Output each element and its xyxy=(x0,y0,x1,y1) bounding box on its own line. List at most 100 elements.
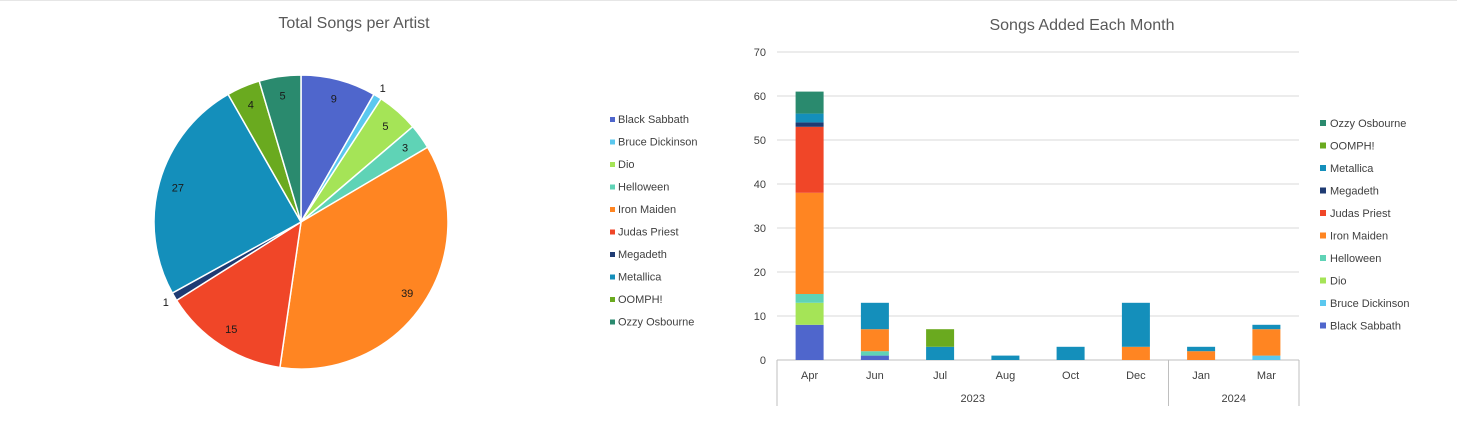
pie-legend-swatch xyxy=(610,252,615,257)
pie-legend-label: Iron Maiden xyxy=(618,204,676,216)
pie-legend-item-dio: Dio xyxy=(610,159,635,171)
pie-legend-swatch xyxy=(610,139,615,145)
bar-legend-label: Black Sabbath xyxy=(1330,321,1401,333)
bar-segment-ozzy-osbourne-apr xyxy=(795,91,824,114)
pie-data-label-metallica: 27 xyxy=(172,182,184,194)
pie-legend-item-megadeth: Megadeth xyxy=(610,249,667,261)
x-group-label-2024: 2024 xyxy=(1222,393,1246,405)
pie-slice-iron-maiden xyxy=(279,146,449,370)
pie-data-label-oomph: 4 xyxy=(248,99,254,111)
bar-legend-swatch xyxy=(1320,255,1326,261)
pie-slice-metallica xyxy=(153,93,303,295)
pie-legend-item-oomph: OOMPH! xyxy=(610,294,663,306)
pie-data-label-bruce-dickinson: 1 xyxy=(380,83,386,95)
bar-legend-item-oomph: OOMPH! xyxy=(1320,141,1375,153)
pie-legend-item-helloween: Helloween xyxy=(610,182,669,194)
pie-legend-item-metallica: Metallica xyxy=(610,272,662,284)
bar-legend-swatch xyxy=(1320,210,1326,216)
bar-segment-metallica-jun xyxy=(860,302,889,330)
y-tick-label: 10 xyxy=(754,311,766,323)
bar-segment-oomph-jul xyxy=(926,329,955,347)
pie-legend-swatch xyxy=(610,319,615,325)
pie-legend-label: Megadeth xyxy=(618,249,667,261)
pie-legend-item-judas-priest: Judas Priest xyxy=(610,227,679,239)
bar-legend-swatch xyxy=(1320,232,1326,239)
pie-data-label-ozzy-osbourne: 5 xyxy=(280,90,286,102)
bar-segment-metallica-dec xyxy=(1121,302,1150,347)
pie-data-label-helloween: 3 xyxy=(402,143,408,155)
bar-legend-item-megadeth: Megadeth xyxy=(1320,186,1379,198)
bar-legend-swatch xyxy=(1320,187,1326,194)
bar-segment-black-sabbath-apr xyxy=(795,324,824,360)
pie-legend-label: Ozzy Osbourne xyxy=(618,317,694,329)
pie-legend-item-black-sabbath: Black Sabbath xyxy=(610,114,689,126)
bar-segment-helloween-jun xyxy=(860,351,889,356)
pie-data-label-megadeth: 1 xyxy=(163,297,169,309)
pie-chart-title: Total Songs per Artist xyxy=(278,15,430,32)
bar-segment-iron-maiden-mar xyxy=(1252,329,1281,356)
y-tick-label: 0 xyxy=(760,355,766,367)
bar-segment-iron-maiden-jun xyxy=(860,329,889,352)
bar-legend-item-black-sabbath: Black Sabbath xyxy=(1320,321,1401,333)
y-tick-label: 60 xyxy=(754,91,766,103)
bar-legend-swatch xyxy=(1320,142,1326,149)
bar-legend-swatch xyxy=(1320,322,1326,329)
x-tick-label-jul: Jul xyxy=(933,370,947,382)
pie-legend-item-ozzy-osbourne: Ozzy Osbourne xyxy=(610,317,694,329)
bar-legend-item-metallica: Metallica xyxy=(1320,163,1374,175)
pie-legend-label: Dio xyxy=(618,159,635,171)
y-tick-label: 70 xyxy=(754,47,766,59)
bar-segment-metallica-oct xyxy=(1056,346,1085,360)
bar-legend-swatch xyxy=(1320,165,1326,171)
bar-segment-metallica-mar xyxy=(1252,324,1281,330)
bar-legend-label: Iron Maiden xyxy=(1330,231,1388,243)
pie-slice-judas-priest xyxy=(175,220,302,369)
pie-data-label-judas-priest: 15 xyxy=(225,324,237,336)
pie-legend-swatch xyxy=(610,162,615,167)
pie-slice-ozzy-osbourne xyxy=(258,74,302,223)
bar-segment-metallica-jan xyxy=(1187,346,1216,352)
bar-segment-black-sabbath-jun xyxy=(860,355,889,360)
x-tick-label-oct: Oct xyxy=(1062,370,1079,382)
pie-legend-swatch xyxy=(610,297,615,302)
y-tick-label: 20 xyxy=(754,267,766,279)
bar-legend-label: OOMPH! xyxy=(1330,141,1375,153)
bar-segment-metallica-apr xyxy=(795,113,824,123)
x-tick-label-jun: Jun xyxy=(866,370,884,382)
bar-segment-metallica-jul xyxy=(926,346,955,360)
y-tick-label: 50 xyxy=(754,135,766,147)
bar-legend-label: Megadeth xyxy=(1330,186,1379,198)
bar-legend-label: Metallica xyxy=(1330,163,1374,175)
bar-legend-label: Dio xyxy=(1330,276,1347,288)
bar-legend-swatch xyxy=(1320,300,1326,306)
pie-legend-swatch xyxy=(610,274,615,280)
pie-legend-label: Black Sabbath xyxy=(618,114,689,126)
pie-legend-swatch xyxy=(610,117,615,122)
bar-segment-metallica-aug xyxy=(991,355,1020,360)
y-tick-label: 40 xyxy=(754,179,766,191)
pie-legend-item-iron-maiden: Iron Maiden xyxy=(610,204,676,216)
pie-data-label-iron-maiden: 39 xyxy=(401,288,413,300)
bar-legend-label: Helloween xyxy=(1330,253,1381,265)
bar-legend-item-judas-priest: Judas Priest xyxy=(1320,208,1391,220)
bar-segment-judas-priest-apr xyxy=(795,126,824,193)
bar-legend-item-iron-maiden: Iron Maiden xyxy=(1320,231,1388,243)
pie-data-label-black-sabbath: 9 xyxy=(331,93,337,105)
x-tick-label-mar: Mar xyxy=(1257,370,1276,382)
bar-legend-item-ozzy-osbourne: Ozzy Osbourne xyxy=(1320,118,1406,130)
bar-segment-bruce-dickinson-mar xyxy=(1252,355,1281,360)
bar-segment-dio-apr xyxy=(795,302,824,325)
pie-legend-item-bruce-dickinson: Bruce Dickinson xyxy=(610,137,697,149)
bar-segment-iron-maiden-dec xyxy=(1121,346,1150,360)
pie-legend-label: Helloween xyxy=(618,182,669,194)
pie-legend-swatch xyxy=(610,229,615,235)
bar-legend-swatch xyxy=(1320,120,1326,126)
bar-legend-item-bruce-dickinson: Bruce Dickinson xyxy=(1320,298,1409,310)
bar-legend-label: Ozzy Osbourne xyxy=(1330,118,1406,130)
pie-legend-label: OOMPH! xyxy=(618,294,663,306)
pie-legend-swatch xyxy=(610,207,615,212)
pie-legend-label: Bruce Dickinson xyxy=(618,137,697,149)
bar-segment-helloween-apr xyxy=(795,294,824,303)
